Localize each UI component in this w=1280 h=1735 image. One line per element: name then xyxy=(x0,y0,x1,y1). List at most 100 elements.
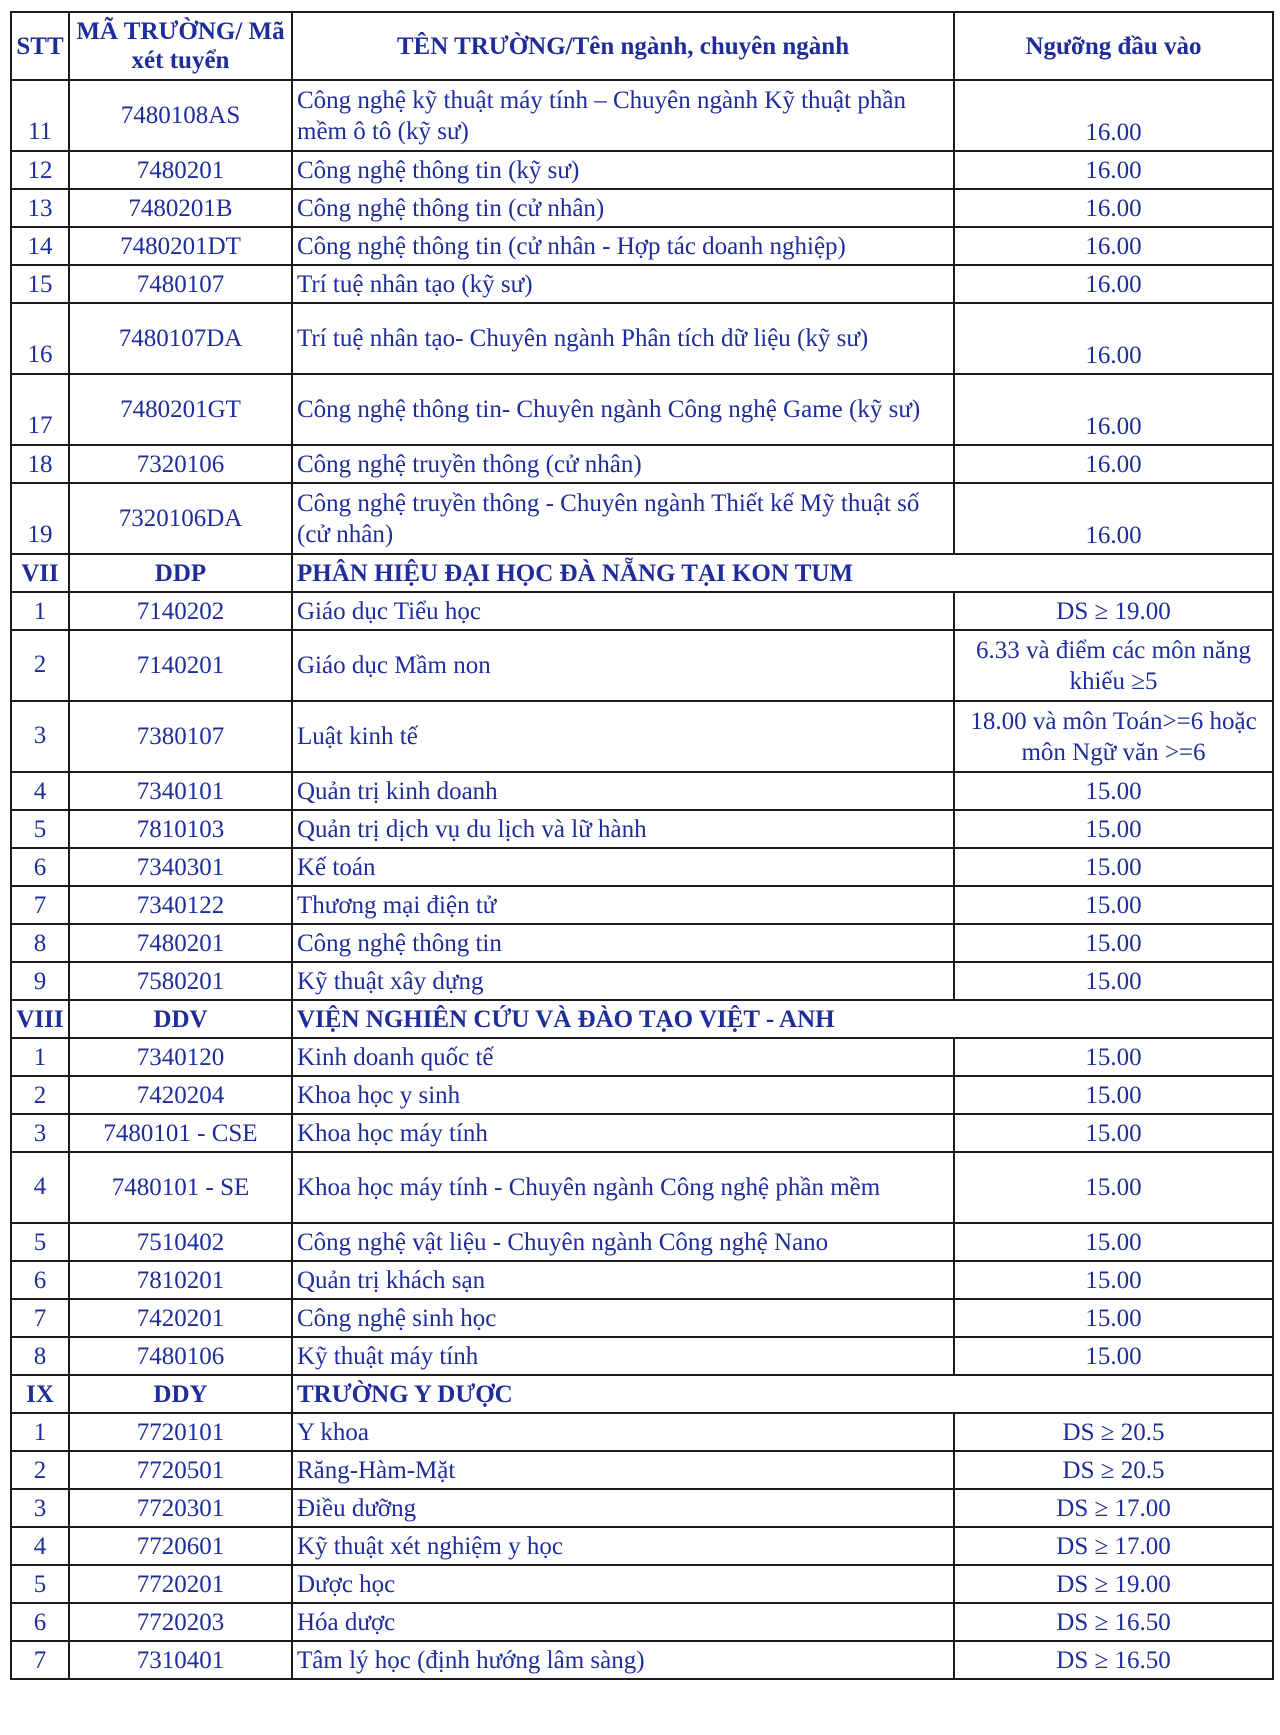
row-stt: 3 xyxy=(10,1113,70,1153)
row-program-name: Trí tuệ nhân tạo- Chuyên ngành Phân tích… xyxy=(291,302,955,375)
table-row: 17 7480201GT Công nghệ thông tin- Chuyên… xyxy=(10,373,1274,446)
row-stt: 6 xyxy=(10,1602,70,1642)
row-code: 7480201 xyxy=(68,923,293,963)
section-number: VIII xyxy=(10,999,70,1039)
row-code: 7720501 xyxy=(68,1450,293,1490)
row-threshold: DS ≥ 16.50 xyxy=(953,1640,1274,1680)
row-code: 7480108AS xyxy=(68,79,293,152)
row-program-name: Quản trị dịch vụ du lịch và lữ hành xyxy=(291,809,955,849)
row-program-name: Khoa học y sinh xyxy=(291,1075,955,1115)
table-row: 11 7480108AS Công nghệ kỹ thuật máy tính… xyxy=(10,79,1274,152)
section-title: VIỆN NGHIÊN CỨU VÀ ĐÀO TẠO VIỆT - ANH xyxy=(291,999,954,1039)
section-title: PHÂN HIỆU ĐẠI HỌC ĐÀ NẴNG TẠI KON TUM xyxy=(291,553,954,593)
row-program-name: Giáo dục Mầm non xyxy=(291,629,955,702)
table-row: 19 7320106DA Công nghệ truyền thông - Ch… xyxy=(10,482,1274,555)
row-program-name: Quản trị kinh doanh xyxy=(291,771,955,811)
row-program-name: Quản trị khách sạn xyxy=(291,1260,955,1300)
table-row: 7 7340122 Thương mại điện tử 15.00 xyxy=(10,885,1274,925)
row-program-name: Công nghệ thông tin (cử nhân - Hợp tác d… xyxy=(291,226,955,266)
table-row: 7 7310401 Tâm lý học (định hướng lâm sàn… xyxy=(10,1640,1274,1680)
table-row: 18 7320106 Công nghệ truyền thông (cử nh… xyxy=(10,444,1274,484)
table-row: 13 7480201B Công nghệ thông tin (cử nhân… xyxy=(10,188,1274,228)
row-program-name: Công nghệ sinh học xyxy=(291,1298,955,1338)
row-code: 7420201 xyxy=(68,1298,293,1338)
section-empty-cell xyxy=(954,553,1274,593)
row-threshold: 15.00 xyxy=(953,771,1274,811)
table-row: 6 7720203 Hóa dược DS ≥ 16.50 xyxy=(10,1602,1274,1642)
table-row: 15 7480107 Trí tuệ nhân tạo (kỹ sư) 16.0… xyxy=(10,264,1274,304)
header-name: TÊN TRƯỜNG/Tên ngành, chuyên ngành xyxy=(291,11,955,81)
row-code: 7480201DT xyxy=(68,226,293,266)
table-row: 5 7810103 Quản trị dịch vụ du lịch và lữ… xyxy=(10,809,1274,849)
row-stt: 4 xyxy=(10,771,70,811)
table-row: 2 7720501 Răng-Hàm-Mặt DS ≥ 20.5 xyxy=(10,1450,1274,1490)
row-program-name: Thương mại điện tử xyxy=(291,885,955,925)
table-row: 16 7480107DA Trí tuệ nhân tạo- Chuyên ng… xyxy=(10,302,1274,375)
table-row: 1 7140202 Giáo dục Tiểu học DS ≥ 19.00 xyxy=(10,591,1274,631)
header-threshold: Ngưỡng đầu vào xyxy=(953,11,1274,81)
row-code: 7340301 xyxy=(68,847,293,887)
row-code: 7480107 xyxy=(68,264,293,304)
table-row: 8 7480106 Kỹ thuật máy tính 15.00 xyxy=(10,1336,1274,1376)
row-threshold: 16.00 xyxy=(953,302,1274,375)
row-code: 7140201 xyxy=(68,629,293,702)
row-threshold: DS ≥ 17.00 xyxy=(953,1488,1274,1528)
row-program-name: Điều dưỡng xyxy=(291,1488,955,1528)
row-program-name: Tâm lý học (định hướng lâm sàng) xyxy=(291,1640,955,1680)
row-program-name: Công nghệ thông tin- Chuyên ngành Công n… xyxy=(291,373,955,446)
row-stt: 13 xyxy=(10,188,70,228)
row-threshold: 15.00 xyxy=(953,923,1274,963)
table-row: 3 7480101 - CSE Khoa học máy tính 15.00 xyxy=(10,1113,1274,1153)
row-code: 7720101 xyxy=(68,1412,293,1452)
row-threshold: 15.00 xyxy=(953,1336,1274,1376)
row-threshold: 16.00 xyxy=(953,373,1274,446)
row-program-name: Công nghệ thông tin xyxy=(291,923,955,963)
section-title: TRƯỜNG Y DƯỢC xyxy=(291,1374,954,1414)
table-row: 2 7140201 Giáo dục Mầm non 6.33 và điểm … xyxy=(10,629,1274,702)
row-threshold: 18.00 và môn Toán>=6 hoặc môn Ngữ văn >=… xyxy=(953,700,1274,773)
row-code: 7140202 xyxy=(68,591,293,631)
section-empty-cell xyxy=(954,1374,1274,1414)
row-threshold: DS ≥ 19.00 xyxy=(953,1564,1274,1604)
section-code: DDV xyxy=(68,999,293,1039)
row-stt: 6 xyxy=(10,847,70,887)
table-row: 3 7380107 Luật kinh tế 18.00 và môn Toán… xyxy=(10,700,1274,773)
row-code: 7580201 xyxy=(68,961,293,1001)
row-stt: 7 xyxy=(10,885,70,925)
row-stt: 4 xyxy=(10,1526,70,1566)
table-row: 3 7720301 Điều dưỡng DS ≥ 17.00 xyxy=(10,1488,1274,1528)
section-empty-cell xyxy=(954,999,1274,1039)
row-stt: 1 xyxy=(10,1037,70,1077)
row-code: 7340120 xyxy=(68,1037,293,1077)
section-row: VIII DDV VIỆN NGHIÊN CỨU VÀ ĐÀO TẠO VIỆT… xyxy=(10,999,1274,1039)
row-program-name: Công nghệ kỹ thuật máy tính – Chuyên ngà… xyxy=(291,79,955,152)
row-threshold: 16.00 xyxy=(953,264,1274,304)
section-number: IX xyxy=(10,1374,70,1414)
row-threshold: 15.00 xyxy=(953,1151,1274,1224)
row-code: 7480101 - SE xyxy=(68,1151,293,1224)
row-threshold: DS ≥ 19.00 xyxy=(953,591,1274,631)
admission-threshold-table: STT MÃ TRƯỜNG/ Mã xét tuyển TÊN TRƯỜNG/T… xyxy=(10,11,1274,1680)
row-program-name: Luật kinh tế xyxy=(291,700,955,773)
row-program-name: Hóa dược xyxy=(291,1602,955,1642)
section-row: VII DDP PHÂN HIỆU ĐẠI HỌC ĐÀ NẴNG TẠI KO… xyxy=(10,553,1274,593)
row-code: 7720301 xyxy=(68,1488,293,1528)
row-code: 7420204 xyxy=(68,1075,293,1115)
table-row: 1 7720101 Y khoa DS ≥ 20.5 xyxy=(10,1412,1274,1452)
row-stt: 7 xyxy=(10,1640,70,1680)
row-stt: 2 xyxy=(10,1075,70,1115)
row-program-name: Khoa học máy tính - Chuyên ngành Công ng… xyxy=(291,1151,955,1224)
row-code: 7480201GT xyxy=(68,373,293,446)
row-program-name: Kỹ thuật xây dựng xyxy=(291,961,955,1001)
table-row: 2 7420204 Khoa học y sinh 15.00 xyxy=(10,1075,1274,1115)
row-stt: 5 xyxy=(10,1222,70,1262)
row-code: 7720601 xyxy=(68,1526,293,1566)
row-threshold: 16.00 xyxy=(953,188,1274,228)
row-stt: 12 xyxy=(10,150,70,190)
row-threshold: 15.00 xyxy=(953,1260,1274,1300)
row-code: 7480106 xyxy=(68,1336,293,1376)
table-row: 14 7480201DT Công nghệ thông tin (cử nhâ… xyxy=(10,226,1274,266)
row-stt: 9 xyxy=(10,961,70,1001)
row-program-name: Kế toán xyxy=(291,847,955,887)
row-program-name: Giáo dục Tiểu học xyxy=(291,591,955,631)
